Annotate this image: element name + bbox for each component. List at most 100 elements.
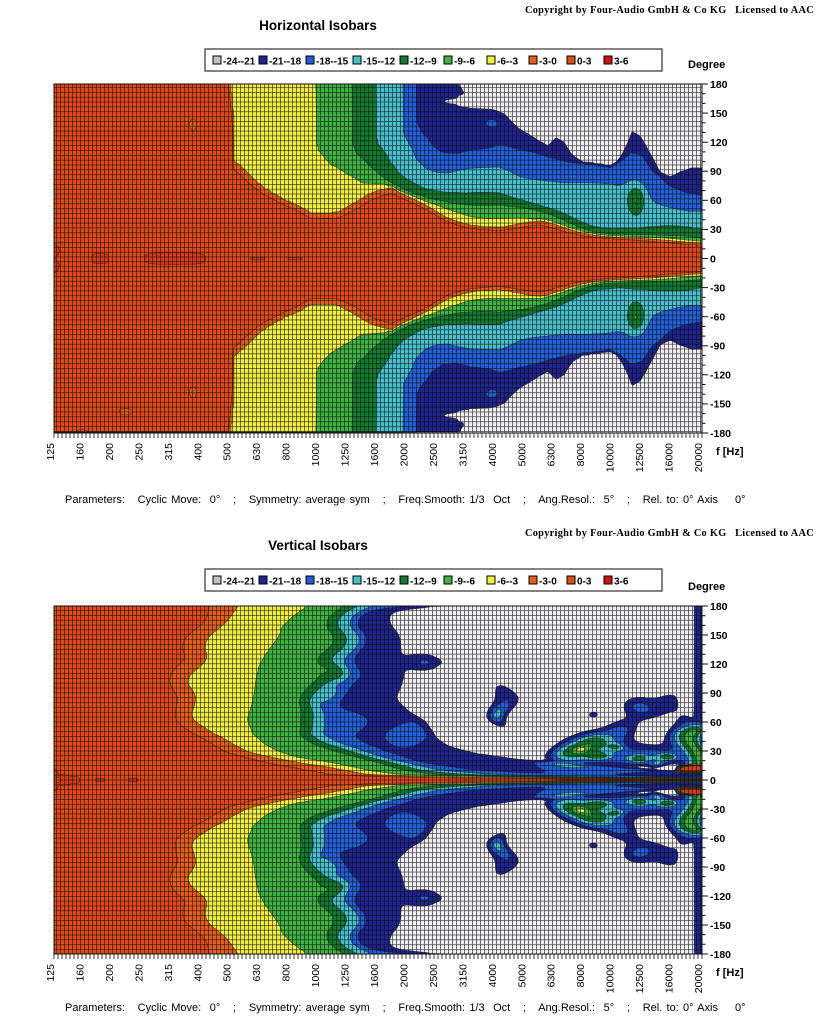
svg-text:1250: 1250 [340, 964, 352, 988]
svg-text:Parameters: Cyclic Move: 0°: Parameters: Cyclic Move: 0° ; Symmetry: … [65, 494, 746, 506]
svg-text:90: 90 [710, 688, 722, 700]
svg-text:4000: 4000 [487, 964, 499, 988]
svg-text:3150: 3150 [457, 443, 469, 467]
svg-text:500: 500 [222, 964, 234, 982]
svg-text:-150: -150 [710, 920, 731, 932]
svg-text:20000: 20000 [693, 443, 705, 472]
svg-text:120: 120 [710, 137, 728, 149]
svg-text:20000: 20000 [693, 964, 705, 993]
svg-text:2500: 2500 [428, 964, 440, 988]
svg-text:60: 60 [710, 195, 722, 207]
svg-text:10000: 10000 [605, 443, 617, 472]
svg-text:-3-0: -3-0 [539, 57, 557, 68]
svg-text:90: 90 [710, 166, 722, 178]
svg-text:16000: 16000 [664, 964, 676, 993]
svg-text:200: 200 [104, 443, 116, 461]
svg-text:2000: 2000 [399, 443, 411, 467]
svg-text:-12--9: -12--9 [410, 57, 437, 68]
svg-text:250: 250 [133, 443, 145, 461]
svg-text:-6--3: -6--3 [497, 57, 519, 68]
svg-text:5000: 5000 [516, 443, 528, 467]
svg-text:200: 200 [104, 964, 116, 982]
svg-text:Copyright by Four-Audio GmbH &: Copyright by Four-Audio GmbH & Co KG Lic… [525, 5, 814, 16]
svg-text:180: 180 [710, 601, 728, 613]
svg-text:500: 500 [222, 443, 234, 461]
svg-text:-18--15: -18--15 [316, 577, 349, 588]
svg-text:160: 160 [75, 443, 87, 461]
svg-text:160: 160 [75, 964, 87, 982]
svg-text:3150: 3150 [457, 964, 469, 988]
svg-text:315: 315 [163, 964, 175, 982]
svg-text:-21--18: -21--18 [269, 57, 302, 68]
svg-text:1000: 1000 [310, 964, 322, 988]
svg-text:-60: -60 [710, 312, 725, 324]
svg-text:f [Hz]: f [Hz] [716, 446, 744, 458]
svg-text:30: 30 [710, 224, 722, 236]
svg-text:0: 0 [710, 775, 716, 787]
svg-text:1600: 1600 [369, 964, 381, 988]
svg-text:2000: 2000 [399, 964, 411, 988]
svg-text:0: 0 [710, 253, 716, 265]
svg-text:8000: 8000 [575, 964, 587, 988]
svg-text:2500: 2500 [428, 443, 440, 467]
svg-text:6300: 6300 [546, 964, 558, 988]
svg-text:Degree: Degree [688, 59, 725, 71]
svg-text:-3-0: -3-0 [539, 577, 557, 588]
svg-text:-180: -180 [710, 428, 731, 440]
svg-text:125: 125 [45, 443, 57, 461]
svg-text:Vertical Isobars: Vertical Isobars [268, 538, 368, 553]
svg-text:-9--6: -9--6 [454, 57, 476, 68]
svg-text:800: 800 [281, 443, 293, 461]
svg-text:10000: 10000 [605, 964, 617, 993]
svg-text:180: 180 [710, 79, 728, 91]
svg-text:-120: -120 [710, 891, 731, 903]
svg-text:-60: -60 [710, 833, 725, 845]
svg-text:-18--15: -18--15 [316, 57, 349, 68]
svg-text:0-3: 0-3 [577, 57, 592, 68]
svg-text:315: 315 [163, 443, 175, 461]
svg-text:-6--3: -6--3 [497, 577, 519, 588]
svg-text:5000: 5000 [516, 964, 528, 988]
svg-text:150: 150 [710, 630, 728, 642]
svg-text:400: 400 [192, 964, 204, 982]
svg-text:f [Hz]: f [Hz] [716, 967, 744, 979]
svg-text:-30: -30 [710, 282, 725, 294]
svg-text:60: 60 [710, 717, 722, 729]
svg-text:800: 800 [281, 964, 293, 982]
svg-text:12500: 12500 [634, 443, 646, 472]
svg-text:250: 250 [133, 964, 145, 982]
svg-text:1000: 1000 [310, 443, 322, 467]
svg-text:-120: -120 [710, 370, 731, 382]
svg-text:630: 630 [251, 443, 263, 461]
svg-text:8000: 8000 [575, 443, 587, 467]
svg-text:150: 150 [710, 108, 728, 120]
svg-text:30: 30 [710, 746, 722, 758]
svg-text:16000: 16000 [664, 443, 676, 472]
svg-text:630: 630 [251, 964, 263, 982]
svg-text:Degree: Degree [688, 581, 725, 593]
svg-text:1250: 1250 [340, 443, 352, 467]
svg-text:400: 400 [192, 443, 204, 461]
svg-text:-15--12: -15--12 [363, 57, 396, 68]
svg-text:Copyright by Four-Audio GmbH &: Copyright by Four-Audio GmbH & Co KG Lic… [525, 528, 814, 539]
svg-text:1600: 1600 [369, 443, 381, 467]
svg-text:3-6: 3-6 [614, 577, 629, 588]
svg-text:-180: -180 [710, 949, 731, 961]
svg-text:6300: 6300 [546, 443, 558, 467]
svg-text:-12--9: -12--9 [410, 577, 437, 588]
svg-text:Parameters: Cyclic Move: 0°: Parameters: Cyclic Move: 0° ; Symmetry: … [65, 1002, 746, 1014]
svg-text:-150: -150 [710, 399, 731, 411]
svg-text:Horizontal Isobars: Horizontal Isobars [259, 18, 377, 33]
svg-text:-24--21: -24--21 [223, 57, 256, 68]
svg-text:-15--12: -15--12 [363, 577, 396, 588]
svg-text:125: 125 [45, 964, 57, 982]
svg-text:0-3: 0-3 [577, 577, 592, 588]
svg-text:-9--6: -9--6 [454, 577, 476, 588]
svg-text:120: 120 [710, 659, 728, 671]
svg-text:-21--18: -21--18 [269, 577, 302, 588]
svg-text:3-6: 3-6 [614, 57, 629, 68]
svg-text:-30: -30 [710, 804, 725, 816]
svg-text:-90: -90 [710, 341, 725, 353]
svg-text:-24--21: -24--21 [223, 577, 256, 588]
svg-text:12500: 12500 [634, 964, 646, 993]
